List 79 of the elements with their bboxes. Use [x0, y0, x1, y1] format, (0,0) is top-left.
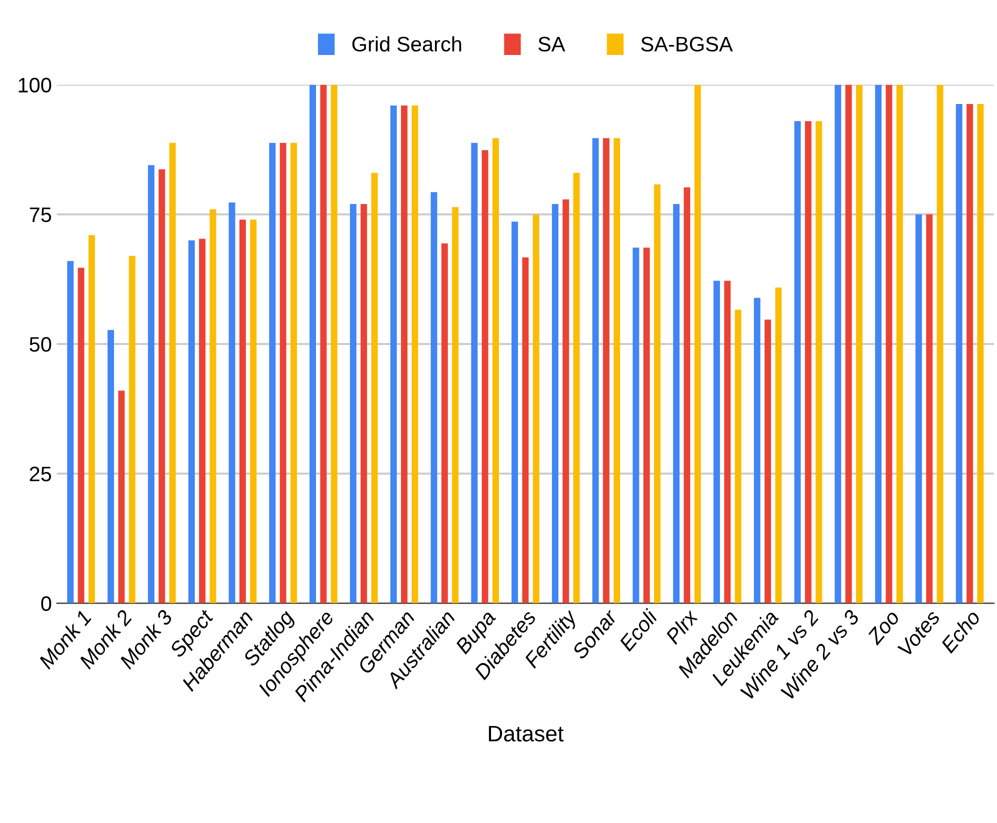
bar [562, 199, 570, 604]
bar [512, 222, 518, 604]
y-tick-label: 75 [30, 208, 52, 222]
x-tick-label: Zoo [866, 609, 900, 646]
bar [694, 84, 701, 604]
bar [228, 202, 236, 604]
bar [834, 84, 842, 604]
bar [482, 150, 488, 604]
bar [452, 207, 459, 604]
bar [169, 142, 176, 604]
bar [350, 204, 356, 604]
bar [632, 248, 640, 604]
bar [926, 214, 933, 604]
bar [88, 235, 95, 604]
bar [128, 256, 136, 604]
bar [654, 184, 660, 604]
bar [118, 390, 125, 604]
bar [684, 187, 690, 604]
legend-label: SA-BGSA [641, 36, 733, 52]
bar [290, 142, 297, 604]
bar [412, 106, 418, 604]
bar [754, 298, 760, 604]
bar [804, 121, 812, 604]
bar [280, 142, 286, 604]
y-tick-label: 50 [30, 337, 52, 352]
bar [471, 142, 478, 604]
legend-label: Grid Search [352, 36, 462, 52]
y-tick-label: 0 [41, 596, 52, 612]
y-tick-label: 100 [18, 78, 52, 93]
bar [643, 248, 650, 604]
bar [522, 257, 529, 604]
bar [199, 238, 206, 604]
legend-label: SA [538, 36, 566, 52]
bar [602, 138, 610, 604]
bar [673, 204, 680, 604]
bar [441, 243, 448, 604]
bar [775, 288, 782, 604]
bar [360, 204, 368, 604]
bar [401, 106, 408, 604]
bar [734, 310, 742, 604]
bar [977, 104, 984, 604]
bar [552, 204, 558, 604]
bar [532, 214, 540, 604]
bar [188, 240, 195, 604]
bar [108, 330, 114, 604]
bar [764, 320, 772, 604]
bar [886, 84, 892, 604]
bar [845, 84, 852, 604]
bar [915, 214, 922, 604]
bar [390, 106, 397, 604]
bar [896, 84, 903, 604]
bar [148, 165, 154, 604]
bar [67, 261, 74, 604]
bar [614, 138, 620, 604]
bar [966, 104, 974, 604]
bar [492, 138, 499, 604]
bar [856, 84, 862, 604]
bar [956, 104, 962, 604]
bar [269, 142, 276, 604]
bar [816, 121, 822, 604]
bar [250, 220, 257, 604]
bar [724, 280, 731, 604]
bar [371, 172, 378, 604]
bar [430, 192, 438, 604]
bar [592, 138, 599, 604]
bar [714, 280, 720, 604]
bar [210, 209, 216, 604]
bar [78, 268, 84, 604]
bar [794, 121, 801, 604]
y-tick-label: 25 [30, 466, 52, 482]
bar [158, 169, 166, 604]
bar [573, 172, 580, 604]
bar [239, 220, 246, 604]
bar [330, 84, 338, 604]
bar [320, 84, 327, 604]
bar [875, 84, 882, 604]
bar [310, 84, 316, 604]
bar [936, 84, 944, 604]
x-axis-title: Dataset [488, 726, 564, 742]
